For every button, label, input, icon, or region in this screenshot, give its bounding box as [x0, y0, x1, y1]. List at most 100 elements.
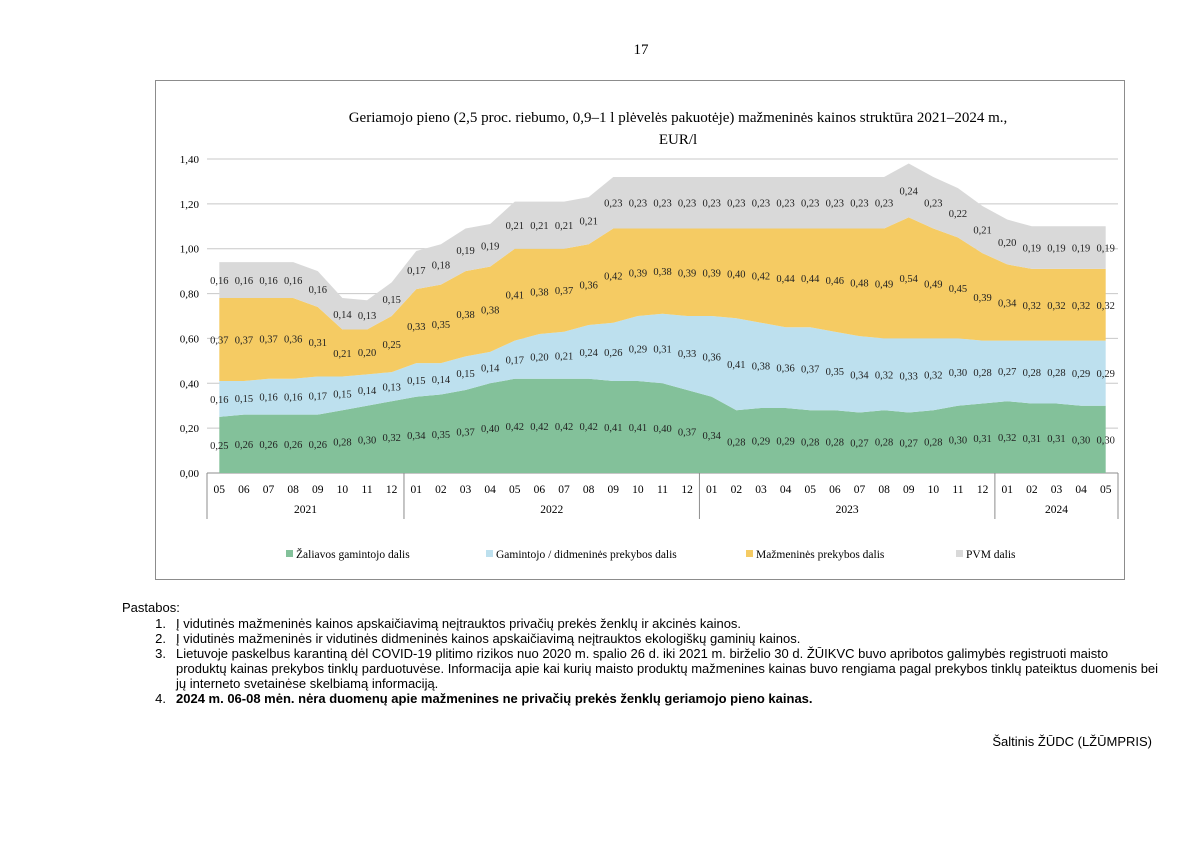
data-label: 0,15	[456, 369, 474, 380]
data-label: 0,16	[259, 393, 277, 404]
data-label: 0,32	[1047, 301, 1065, 312]
x-tick-label: 01	[411, 484, 423, 496]
note-number: 2.	[155, 631, 166, 646]
data-label: 0,28	[924, 438, 942, 449]
source-citation: Šaltinis ŽŪDC (LŽŪMPRIS)	[992, 734, 1152, 749]
y-tick-label: 0,60	[180, 333, 200, 345]
data-label: 0,42	[604, 272, 622, 283]
page-number: 17	[633, 42, 649, 58]
data-label: 0,30	[949, 435, 967, 446]
data-label: 0,23	[752, 199, 770, 210]
data-label: 0,37	[235, 336, 253, 347]
x-tick-label: 07	[854, 484, 866, 496]
data-label: 0,28	[1023, 368, 1041, 379]
data-label: 0,48	[850, 278, 868, 289]
data-label: 0,39	[678, 268, 696, 279]
area-series-4	[219, 163, 1106, 330]
data-label: 0,32	[875, 370, 893, 381]
data-label: 0,29	[1097, 369, 1115, 380]
data-label: 0,26	[284, 440, 302, 451]
data-label: 0,16	[259, 276, 277, 287]
data-label: 0,19	[1023, 244, 1041, 255]
data-label: 0,37	[555, 286, 573, 297]
data-label: 0,42	[555, 422, 573, 433]
data-label: 0,18	[432, 260, 450, 271]
data-label: 0,35	[826, 367, 844, 378]
data-label: 0,38	[653, 267, 671, 278]
data-label: 0,39	[703, 268, 721, 279]
data-label: 0,39	[629, 268, 647, 279]
x-tick-label: 07	[558, 484, 570, 496]
data-label: 0,40	[653, 424, 671, 435]
data-label: 0,13	[382, 383, 400, 394]
data-label: 0,30	[358, 435, 376, 446]
x-tick-label: 05	[509, 484, 521, 496]
data-label: 0,33	[678, 349, 696, 360]
note-item: 2. Į vidutinės mažmeninės ir vidutinės d…	[122, 631, 1162, 646]
data-label: 0,32	[998, 433, 1016, 444]
data-label: 0,32	[382, 433, 400, 444]
data-label: 0,34	[407, 431, 426, 442]
data-label: 0,19	[1047, 244, 1065, 255]
data-label: 0,28	[727, 438, 745, 449]
data-label: 0,16	[210, 276, 228, 287]
x-tick-label: 05	[804, 484, 816, 496]
year-label: 2024	[1045, 504, 1068, 516]
note-item: 4. 2024 m. 06-08 mėn. nėra duomenų apie …	[122, 691, 1162, 706]
data-label: 0,25	[210, 441, 228, 452]
data-label: 0,28	[801, 438, 819, 449]
data-label: 0,37	[801, 365, 819, 376]
data-label: 0,16	[235, 276, 253, 287]
data-label: 0,42	[506, 422, 524, 433]
data-label: 0,27	[998, 367, 1016, 378]
x-tick-label: 12	[681, 484, 693, 496]
x-tick-label: 01	[706, 484, 718, 496]
x-tick-label: 11	[952, 484, 963, 496]
data-label: 0,16	[210, 395, 228, 406]
data-label: 0,26	[235, 440, 253, 451]
data-label: 0,26	[259, 440, 277, 451]
data-label: 0,15	[235, 394, 253, 405]
data-label: 0,33	[900, 371, 918, 382]
stacked-area-chart: Geriamojo pieno (2,5 proc. riebumo, 0,9–…	[180, 110, 1119, 561]
data-label: 0,32	[1023, 301, 1041, 312]
data-label: 0,41	[629, 423, 647, 434]
data-label: 0,21	[555, 351, 573, 362]
note-item: 1. Į vidutinės mažmeninės kainos apskaič…	[122, 616, 1162, 631]
data-label: 0,49	[924, 279, 942, 290]
data-label: 0,34	[850, 370, 869, 381]
data-label: 0,28	[826, 438, 844, 449]
data-label: 0,19	[1072, 244, 1090, 255]
x-tick-label: 10	[632, 484, 644, 496]
note-text: Į vidutinės mažmeninės ir vidutinės didm…	[176, 631, 801, 646]
legend-label: PVM dalis	[966, 549, 1016, 561]
data-label: 0,21	[530, 221, 548, 232]
data-label: 0,26	[604, 348, 622, 359]
data-label: 0,32	[924, 370, 942, 381]
note-item: 3. Lietuvoje paskelbus karantiną dėl COV…	[122, 646, 1162, 691]
data-label: 0,35	[432, 320, 450, 331]
data-label: 0,38	[456, 310, 474, 321]
note-text: Į vidutinės mažmeninės kainos apskaičiav…	[176, 616, 742, 631]
data-label: 0,14	[481, 364, 500, 375]
data-label: 0,23	[604, 199, 622, 210]
data-label: 0,36	[284, 334, 302, 345]
data-label: 0,23	[875, 199, 893, 210]
data-label: 0,44	[801, 274, 820, 285]
legend-swatch	[286, 550, 293, 557]
x-tick-label: 02	[1026, 484, 1038, 496]
legend-swatch	[746, 550, 753, 557]
data-label: 0,41	[727, 360, 745, 371]
x-tick-label: 08	[878, 484, 890, 496]
data-label: 0,38	[530, 287, 548, 298]
legend-swatch	[486, 550, 493, 557]
data-label: 0,23	[629, 199, 647, 210]
data-label: 0,26	[309, 440, 327, 451]
data-label: 0,33	[407, 322, 425, 333]
data-label: 0,14	[333, 310, 352, 321]
data-label: 0,21	[506, 221, 524, 232]
data-label: 0,34	[998, 299, 1017, 310]
data-label: 0,29	[776, 436, 794, 447]
data-label: 0,37	[456, 428, 474, 439]
data-label: 0,24	[900, 186, 919, 197]
